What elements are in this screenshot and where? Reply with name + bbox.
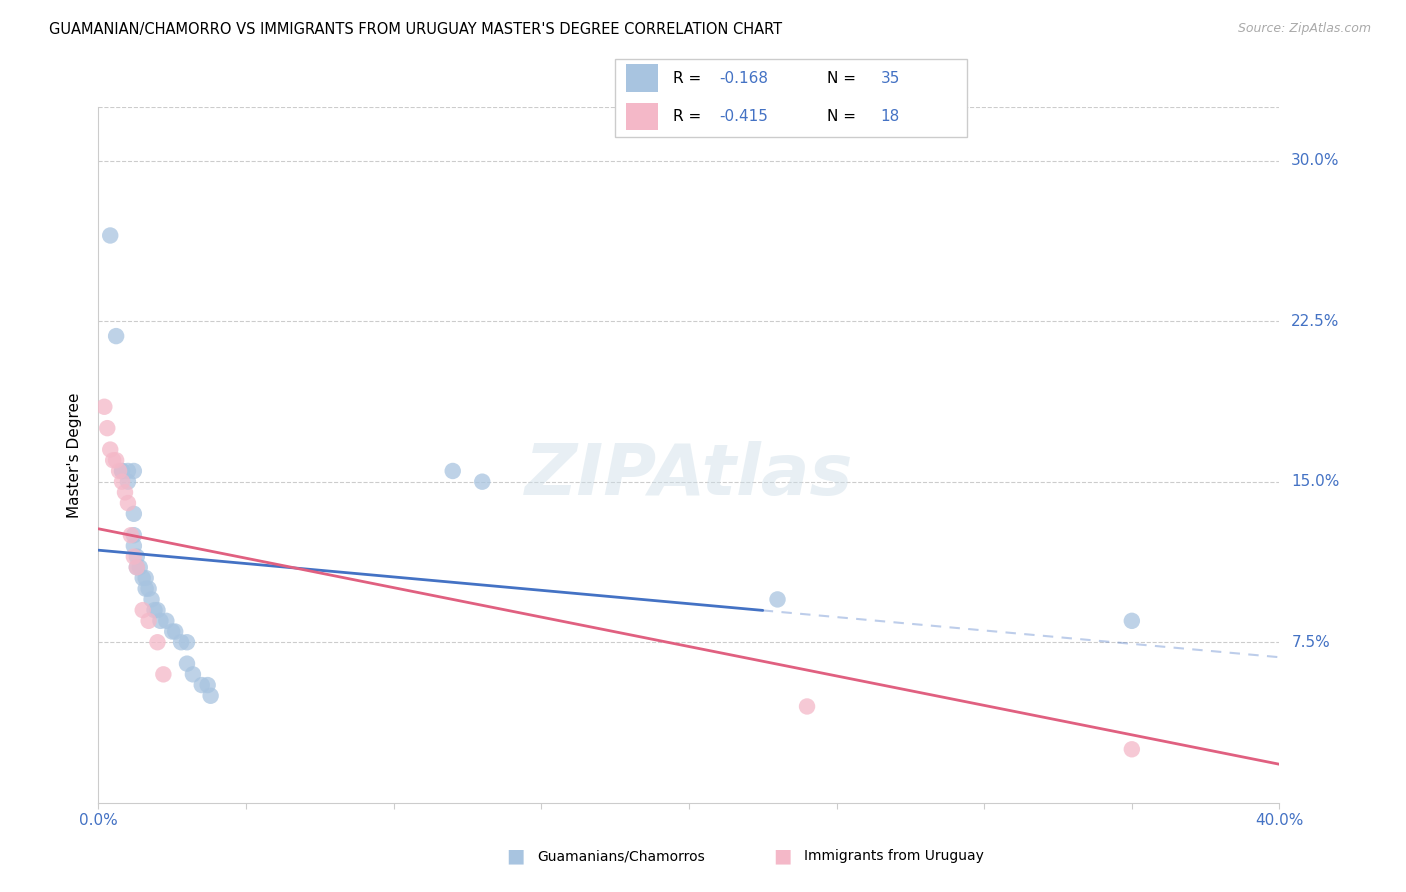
Point	[96, 421, 118, 435]
Point	[441, 464, 464, 478]
Point	[111, 464, 134, 478]
Point	[122, 528, 145, 542]
Text: GUAMANIAN/CHAMORRO VS IMMIGRANTS FROM URUGUAY MASTER'S DEGREE CORRELATION CHART: GUAMANIAN/CHAMORRO VS IMMIGRANTS FROM UR…	[49, 22, 782, 37]
Point	[176, 635, 198, 649]
Text: 22.5%: 22.5%	[1291, 314, 1340, 328]
Point	[111, 475, 134, 489]
Point	[176, 657, 198, 671]
Point	[1121, 742, 1143, 756]
Point	[1121, 614, 1143, 628]
Point	[138, 614, 160, 628]
Point	[766, 592, 789, 607]
Point	[149, 614, 172, 628]
Point	[117, 475, 139, 489]
Point	[197, 678, 219, 692]
Point	[132, 603, 155, 617]
Point	[98, 442, 121, 457]
Bar	[626, 103, 658, 130]
Text: 18: 18	[880, 109, 900, 124]
Point	[135, 582, 157, 596]
Text: -0.168: -0.168	[720, 70, 768, 86]
Point	[141, 592, 163, 607]
Point	[105, 453, 128, 467]
Point	[146, 635, 169, 649]
Point	[155, 614, 177, 628]
Point	[125, 549, 148, 564]
Text: Immigrants from Uruguay: Immigrants from Uruguay	[804, 849, 984, 863]
Text: 15.0%: 15.0%	[1291, 475, 1340, 489]
Point	[200, 689, 222, 703]
Text: ZIPAtlas: ZIPAtlas	[524, 442, 853, 510]
Point	[143, 603, 166, 617]
Point	[128, 560, 150, 574]
Y-axis label: Master's Degree: Master's Degree	[67, 392, 83, 517]
Point	[122, 464, 145, 478]
Text: 35: 35	[880, 70, 900, 86]
Point	[120, 528, 142, 542]
Point	[135, 571, 157, 585]
Text: -0.415: -0.415	[720, 109, 768, 124]
Text: Source: ZipAtlas.com: Source: ZipAtlas.com	[1237, 22, 1371, 36]
Point	[170, 635, 193, 649]
Point	[122, 539, 145, 553]
Point	[191, 678, 214, 692]
Text: ■: ■	[773, 847, 792, 866]
Point	[122, 507, 145, 521]
Point	[125, 560, 148, 574]
Point	[117, 496, 139, 510]
Point	[162, 624, 183, 639]
Point	[181, 667, 204, 681]
Point	[93, 400, 115, 414]
Point	[132, 571, 155, 585]
Text: R =: R =	[672, 109, 706, 124]
Point	[146, 603, 169, 617]
Text: 7.5%: 7.5%	[1291, 635, 1330, 649]
Text: N =: N =	[827, 70, 860, 86]
Text: R =: R =	[672, 70, 706, 86]
Point	[114, 485, 136, 500]
Text: Guamanians/Chamorros: Guamanians/Chamorros	[537, 849, 704, 863]
Point	[471, 475, 494, 489]
Point	[117, 464, 139, 478]
Point	[98, 228, 121, 243]
Text: ■: ■	[506, 847, 524, 866]
Point	[122, 549, 145, 564]
Point	[108, 464, 131, 478]
FancyBboxPatch shape	[616, 59, 966, 137]
Point	[125, 560, 148, 574]
Text: N =: N =	[827, 109, 860, 124]
Point	[138, 582, 160, 596]
Text: 30.0%: 30.0%	[1291, 153, 1340, 168]
Point	[796, 699, 818, 714]
Point	[105, 329, 128, 343]
Point	[103, 453, 125, 467]
Point	[152, 667, 174, 681]
Point	[111, 464, 134, 478]
Point	[165, 624, 187, 639]
Bar	[626, 64, 658, 92]
